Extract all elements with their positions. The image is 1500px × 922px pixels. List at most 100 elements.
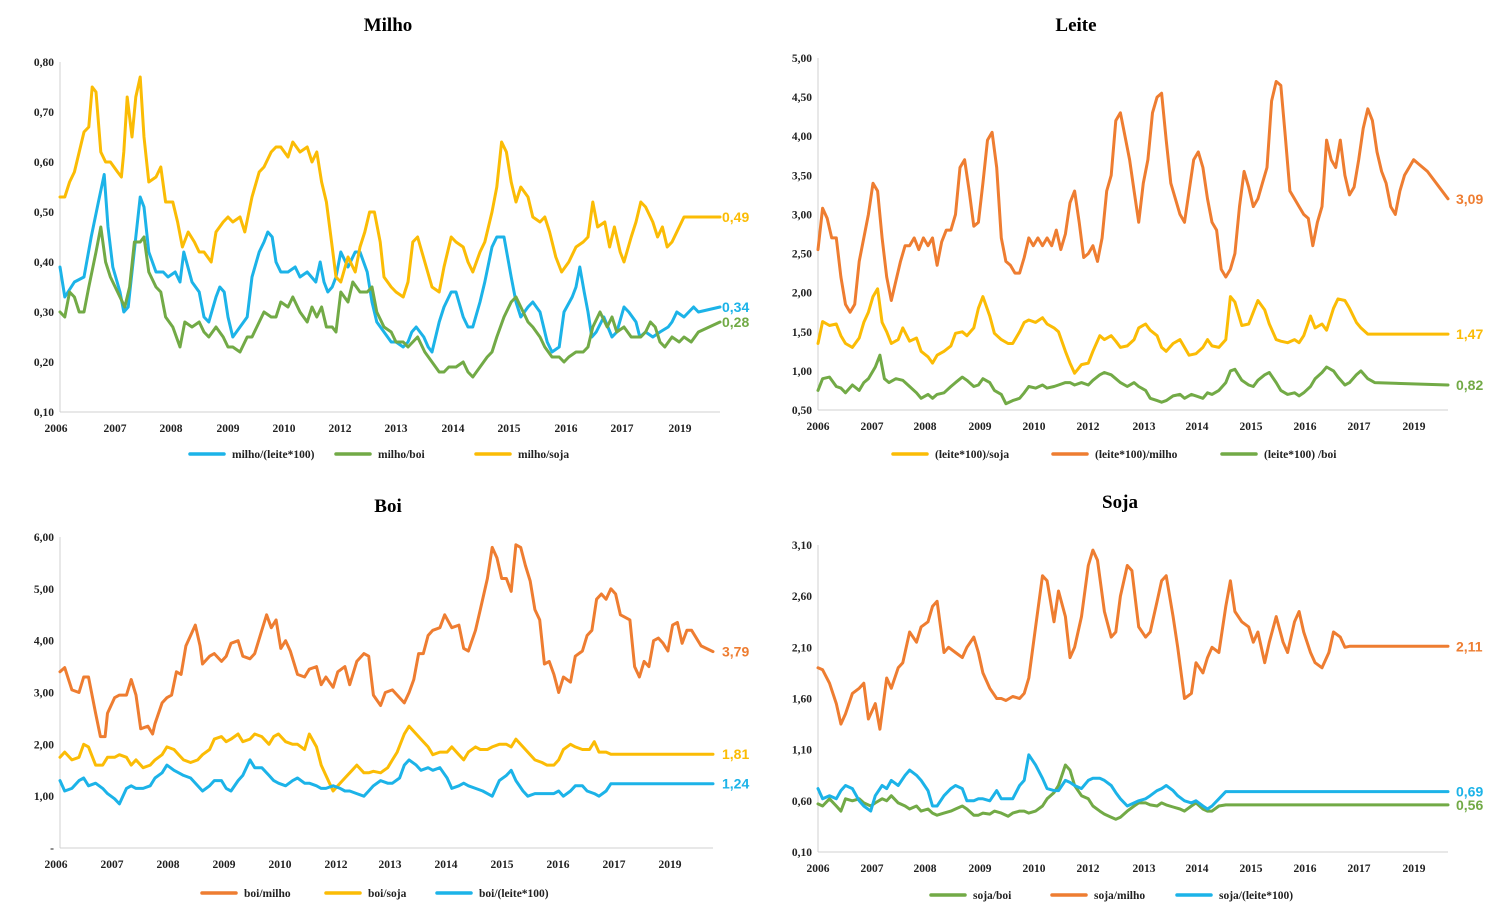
x-tick-label: 2015 <box>1240 421 1263 433</box>
x-tick-label: 2006 <box>45 859 68 871</box>
x-tick-label: 2017 <box>611 423 634 435</box>
x-tick-label: 2010 <box>273 423 296 435</box>
x-tick-label: 2009 <box>969 421 992 433</box>
x-tick-label: 2008 <box>914 421 937 433</box>
legend-entry: soja/(leite*100) <box>1219 890 1293 902</box>
x-tick-label: 2008 <box>160 423 183 435</box>
series-line-boi-leite-100 <box>58 758 715 806</box>
y-tick-label: 0,50 <box>34 207 54 219</box>
y-tick-label: 0,10 <box>34 407 54 419</box>
y-tick-label: 2,10 <box>792 642 812 654</box>
x-tick-label: 2017 <box>1348 421 1371 433</box>
x-tick-label: 2016 <box>1294 421 1317 433</box>
y-tick-label: 0,20 <box>34 357 54 369</box>
series-line-soja-leite-100 <box>816 753 1450 813</box>
x-tick-label: 2013 <box>385 423 408 435</box>
y-tick-label: 1,00 <box>792 366 812 378</box>
legend-entry: boi/soja <box>368 888 407 900</box>
legend-entry: soja/boi <box>973 890 1012 902</box>
legend-entry: (leite*100) /boi <box>1264 449 1337 461</box>
x-tick-label: 2010 <box>269 859 292 871</box>
end-value-label: 0,69 <box>1456 784 1483 800</box>
end-value-label: 1,81 <box>722 746 749 762</box>
y-tick-label: 0,40 <box>34 257 54 269</box>
x-tick-label: 2015 <box>1240 863 1263 875</box>
x-tick-label: 2012 <box>329 423 352 435</box>
x-tick-label: 2016 <box>547 859 570 871</box>
x-tick-label: 2006 <box>45 423 68 435</box>
x-tick-label: 2007 <box>861 863 884 875</box>
y-tick-label: 0,70 <box>34 107 54 119</box>
chart-title: Leite <box>1055 15 1096 36</box>
x-tick-label: 2009 <box>217 423 240 435</box>
y-tick-label: 0,50 <box>792 405 812 417</box>
y-tick-label: 1,10 <box>792 745 812 757</box>
series-line-soja-boi <box>816 763 1450 821</box>
series-line-soja-milho <box>816 548 1450 731</box>
x-tick-label: 2012 <box>1077 421 1100 433</box>
x-tick-label: 2013 <box>379 859 402 871</box>
y-tick-label: 0,60 <box>792 796 812 808</box>
y-tick-label: 0,30 <box>34 307 54 319</box>
x-tick-label: 2019 <box>1403 863 1426 875</box>
legend-entry: (leite*100)/milho <box>1095 449 1178 461</box>
series-line-milho-leite-100 <box>58 173 722 354</box>
x-tick-label: 2007 <box>104 423 127 435</box>
y-tick-label: 3,50 <box>792 170 812 182</box>
x-tick-label: 2012 <box>325 859 348 871</box>
x-tick-label: 2014 <box>442 423 465 435</box>
y-tick-label: 0,10 <box>792 847 812 859</box>
y-tick-label: 4,00 <box>792 131 812 143</box>
x-tick-label: 2016 <box>1294 863 1317 875</box>
chart-title: Milho <box>364 15 413 36</box>
x-tick-label: 2014 <box>1186 421 1209 433</box>
chart-title: Soja <box>1102 492 1138 513</box>
x-tick-label: 2017 <box>603 859 626 871</box>
legend-entry: boi/milho <box>244 888 291 900</box>
legend-entry: soja/milho <box>1094 890 1145 902</box>
legend-entry: milho/boi <box>378 449 425 461</box>
end-value-label: 0,56 <box>1456 797 1483 813</box>
end-value-label: 2,11 <box>1456 638 1483 654</box>
x-tick-label: 2019 <box>1403 421 1426 433</box>
x-tick-label: 2016 <box>555 423 578 435</box>
series-line-milho-soja <box>58 75 722 299</box>
x-tick-label: 2006 <box>807 863 830 875</box>
x-tick-label: 2017 <box>1348 863 1371 875</box>
end-value-label: 0,82 <box>1456 377 1483 393</box>
x-tick-label: 2015 <box>491 859 514 871</box>
chart-boi: Boi - 1,00 2,00 3,00 4,00 5,00 6,00 2006 2007 2008… <box>34 496 750 900</box>
x-tick-label: 2010 <box>1023 421 1046 433</box>
y-tick-label: - <box>50 843 54 855</box>
x-tick-label: 2013 <box>1133 863 1156 875</box>
series-line-leite-100-soja <box>816 287 1450 375</box>
end-value-label: 3,09 <box>1456 191 1483 207</box>
legend-entry: boi/(leite*100) <box>479 888 549 900</box>
y-tick-label: 2,00 <box>34 739 54 751</box>
end-value-label: 0,34 <box>722 299 749 315</box>
x-tick-label: 2010 <box>1023 863 1046 875</box>
y-tick-label: 4,50 <box>792 92 812 104</box>
legend-entry: milho/(leite*100) <box>232 449 315 461</box>
chart-leite: Leite 0,50 1,00 1,50 2,00 2,50 3,00 3,50 4,00 4,5… <box>792 15 1484 461</box>
series-line-boi-soja <box>58 724 715 793</box>
y-tick-label: 0,60 <box>34 157 54 169</box>
x-tick-label: 2012 <box>1077 863 1100 875</box>
series-line-leite-100-milho <box>816 80 1450 314</box>
series-line-boi-milho <box>58 543 715 739</box>
y-tick-label: 3,10 <box>792 540 812 552</box>
y-tick-label: 2,60 <box>792 591 812 603</box>
x-tick-label: 2014 <box>1186 863 1209 875</box>
x-tick-label: 2007 <box>101 859 124 871</box>
x-tick-label: 2019 <box>659 859 682 871</box>
y-tick-label: 6,00 <box>34 532 54 544</box>
y-tick-label: 1,60 <box>792 694 812 706</box>
chart-title: Boi <box>374 496 401 517</box>
end-value-label: 1,24 <box>722 776 749 792</box>
end-value-label: 1,47 <box>1456 326 1483 342</box>
x-tick-label: 2007 <box>861 421 884 433</box>
legend-entry: (leite*100)/soja <box>935 449 1009 461</box>
y-tick-label: 5,00 <box>34 584 54 596</box>
end-value-label: 0,28 <box>722 314 749 330</box>
